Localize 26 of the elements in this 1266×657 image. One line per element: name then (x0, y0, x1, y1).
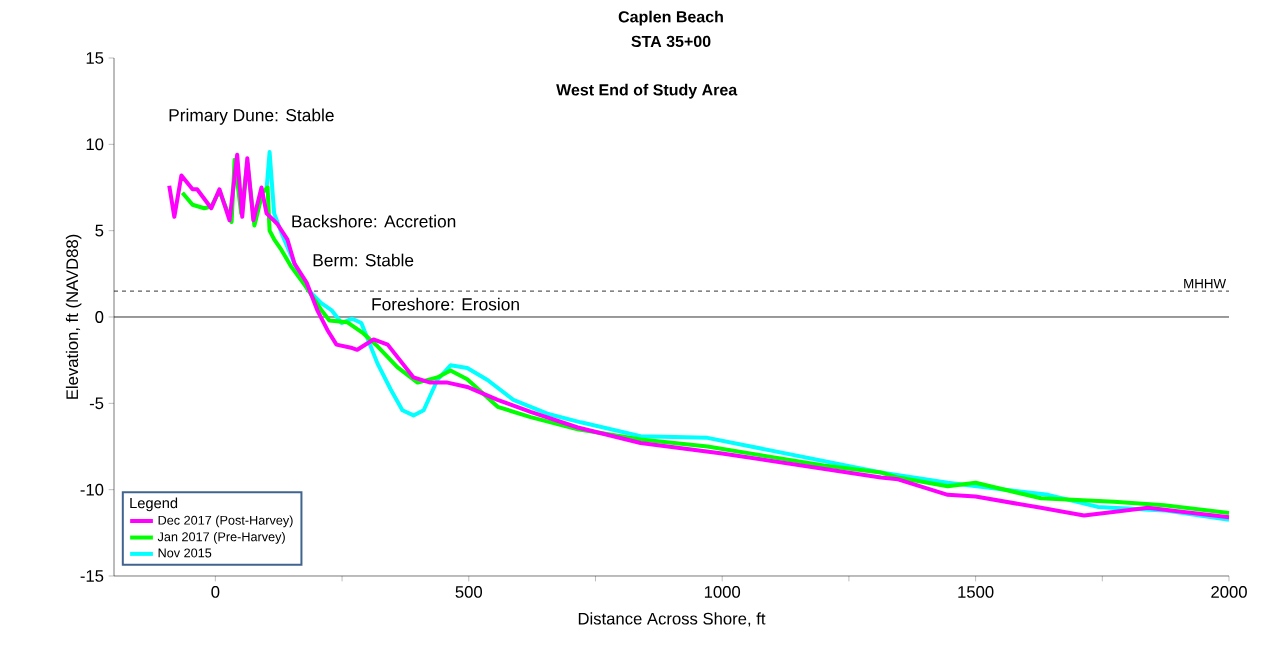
y-tick-label: 5 (95, 224, 104, 237)
y-tick-label: 0 (95, 311, 104, 323)
x-tick-label: 500 (455, 586, 483, 598)
chart-title: Caplen Beach (618, 10, 723, 26)
x-tick-label: 1500 (958, 586, 994, 598)
y-tick-label: -10 (80, 483, 104, 496)
legend-label: Dec 2017 (Post-Harvey) (158, 515, 293, 528)
y-tick-label: -15 (80, 570, 104, 582)
y-tick-label: 15 (86, 52, 104, 64)
y-axis-title: Elevation, ft (NAVD88) (65, 234, 82, 399)
y-tick-label: -5 (89, 397, 104, 410)
x-tick-label: 0 (211, 586, 220, 598)
x-tick-label: 1000 (704, 586, 741, 598)
x-axis-title: Distance Across Shore, ft (578, 612, 766, 627)
legend-label: Nov 2015 (158, 548, 212, 558)
y-tick-label: 10 (86, 138, 104, 151)
ref-line-label: MHHW (1184, 278, 1227, 289)
annotation: Backshore: Accretion (292, 214, 456, 228)
chart-subtitle: STA 35+00 (631, 35, 711, 48)
legend-title: Legend (130, 497, 178, 512)
annotation: Primary Dune: Stable (169, 108, 334, 125)
annotation: Foreshore: Erosion (372, 297, 519, 311)
annotation: West End of Study Area (556, 83, 738, 99)
x-tick-label: 2000 (1211, 586, 1247, 598)
legend-label: Jan 2017 (Pre-Harvey) (157, 531, 285, 544)
annotation: Berm: Stable (313, 253, 414, 267)
